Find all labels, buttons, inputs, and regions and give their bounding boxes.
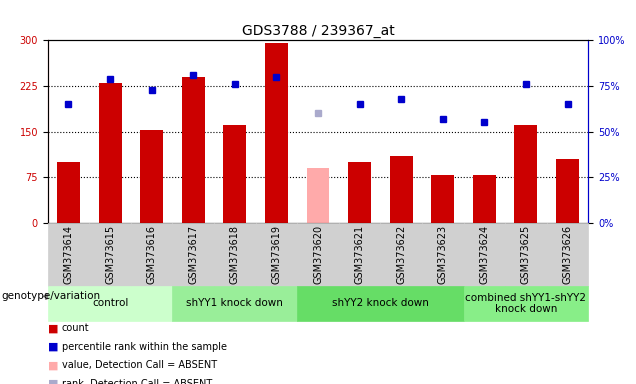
Bar (390, 156, 413, 223)
Text: shYY2 knock down: shYY2 knock down (332, 298, 429, 308)
Text: GSM373626: GSM373626 (562, 225, 572, 284)
Bar (182, 77, 205, 223)
Text: combined shYY1-shYY2
knock down: combined shYY1-shYY2 knock down (466, 293, 586, 314)
Text: genotype/variation: genotype/variation (1, 291, 100, 301)
Text: count: count (62, 323, 89, 333)
Text: ■: ■ (48, 323, 58, 333)
Bar (265, 43, 288, 223)
Text: GSM373625: GSM373625 (521, 225, 531, 284)
Text: GSM373615: GSM373615 (105, 225, 115, 284)
Bar (473, 175, 496, 223)
Text: ■: ■ (48, 342, 58, 352)
Text: control: control (92, 298, 128, 308)
Text: GSM373619: GSM373619 (272, 225, 281, 284)
Text: GSM373620: GSM373620 (313, 225, 323, 284)
Bar (140, 130, 163, 223)
Bar (57, 162, 80, 223)
Text: GSM373623: GSM373623 (438, 225, 448, 284)
Bar (99, 83, 121, 223)
Text: rank, Detection Call = ABSENT: rank, Detection Call = ABSENT (62, 379, 212, 384)
Text: GSM373616: GSM373616 (147, 225, 156, 284)
Bar (348, 162, 371, 223)
Bar (307, 168, 329, 223)
Text: GSM373621: GSM373621 (355, 225, 364, 284)
Title: GDS3788 / 239367_at: GDS3788 / 239367_at (242, 24, 394, 38)
Bar (223, 126, 246, 223)
Text: ■: ■ (48, 379, 58, 384)
Bar (515, 126, 537, 223)
Text: shYY1 knock down: shYY1 knock down (186, 298, 283, 308)
Bar (431, 175, 454, 223)
Text: GSM373622: GSM373622 (396, 225, 406, 284)
Bar (556, 159, 579, 223)
Text: ■: ■ (48, 360, 58, 370)
Text: value, Detection Call = ABSENT: value, Detection Call = ABSENT (62, 360, 217, 370)
Text: GSM373614: GSM373614 (64, 225, 74, 284)
Text: GSM373624: GSM373624 (480, 225, 489, 284)
Text: GSM373618: GSM373618 (230, 225, 240, 284)
Text: percentile rank within the sample: percentile rank within the sample (62, 342, 226, 352)
Text: GSM373617: GSM373617 (188, 225, 198, 284)
